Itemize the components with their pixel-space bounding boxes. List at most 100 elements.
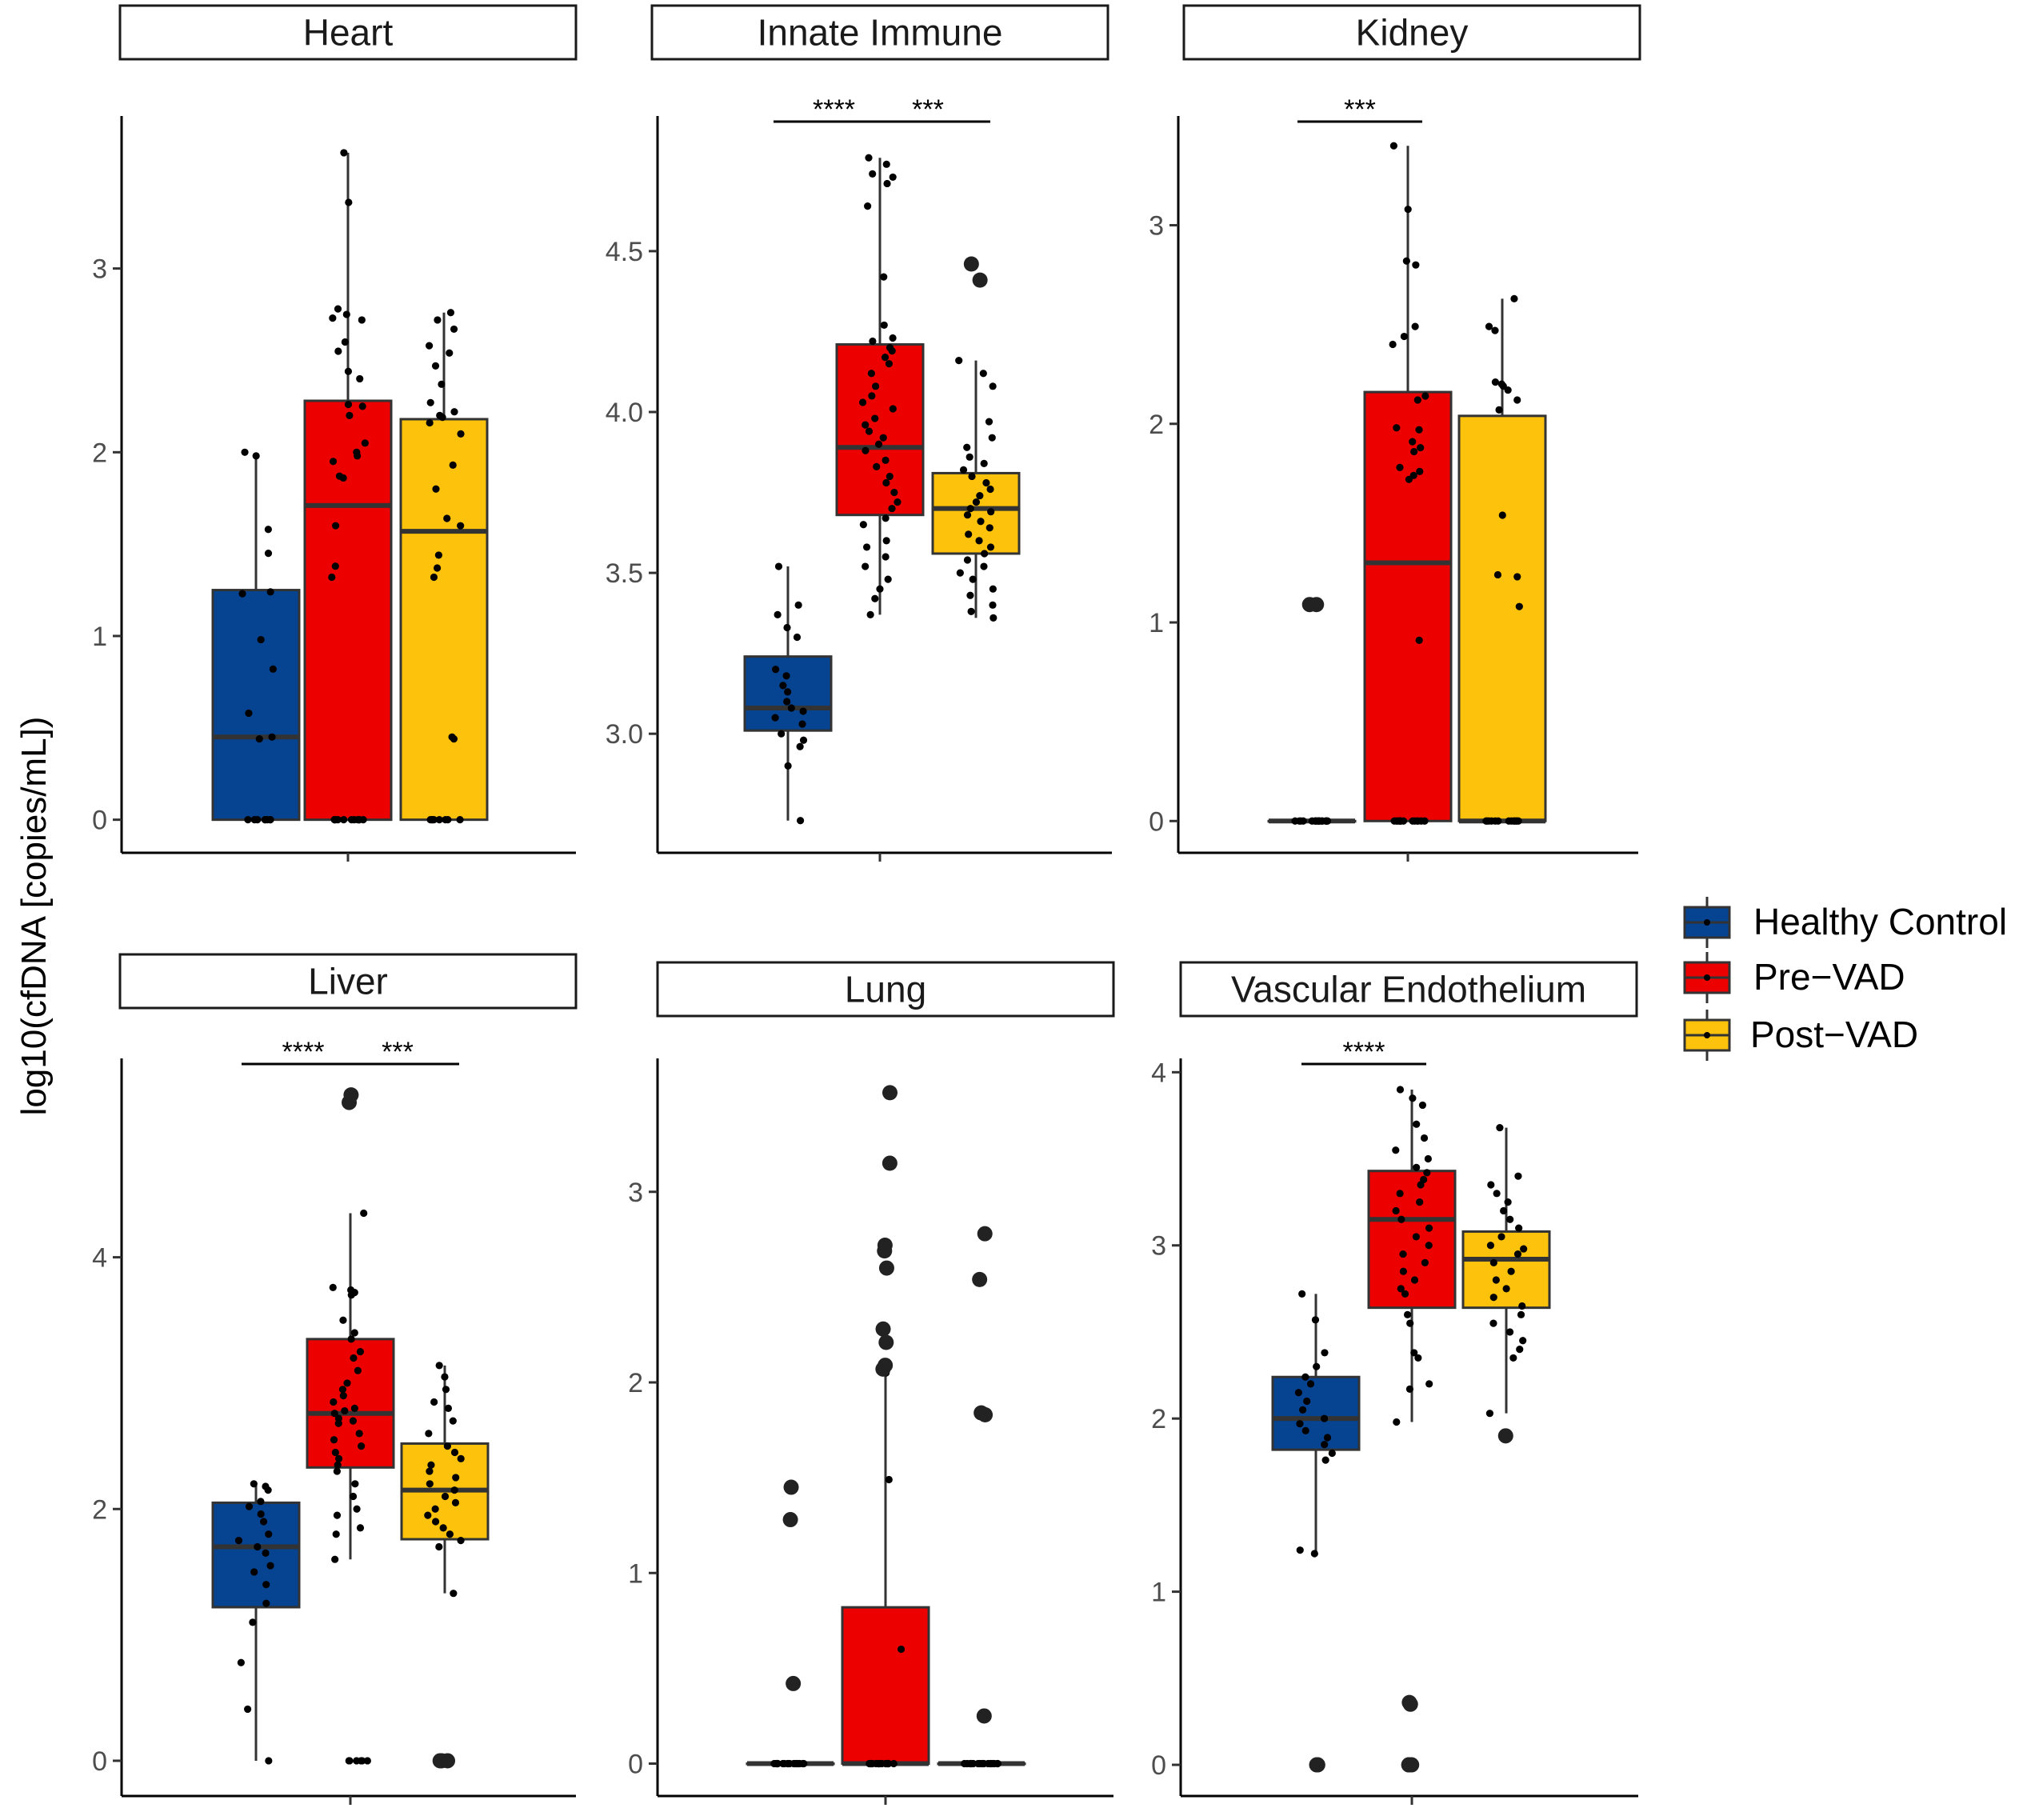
outlier-lung-pre-vad-8: [875, 1361, 891, 1377]
point-liver-pre-vad-1: [329, 1283, 337, 1291]
point-innate-immune-post-vad-19: [965, 530, 973, 538]
point-heart-pre-vad-4: [329, 314, 337, 322]
y-tick-label-vascular-endothelium-4: 4: [1151, 1058, 1166, 1088]
point-vascular-endothelium-post-vad-9: [1486, 1242, 1495, 1250]
point-innate-immune-pre-vad-28: [882, 478, 890, 487]
y-tick-label-kidney-3: 3: [1149, 211, 1164, 242]
point-heart-post-vad-11: [426, 418, 434, 427]
point-kidney-healthy-control-17: [1314, 817, 1323, 825]
point-heart-post-vad-3: [425, 342, 434, 350]
point-innate-immune-post-vad-29: [989, 601, 997, 609]
y-axis-label: log10(cfDNA [copies/mL]): [14, 717, 54, 1116]
point-vascular-endothelium-healthy-control-13: [1321, 1441, 1329, 1449]
point-liver-pre-vad-10: [354, 1366, 362, 1374]
point-vascular-endothelium-healthy-control-15: [1321, 1456, 1329, 1464]
point-kidney-pre-vad-4: [1411, 322, 1419, 330]
point-vascular-endothelium-post-vad-12: [1489, 1258, 1497, 1266]
point-heart-post-vad-12: [457, 430, 465, 438]
panel-title-box-liver: [118, 953, 578, 1010]
point-lung-healthy-control-16: [796, 1759, 804, 1768]
point-kidney-pre-vad-8: [1413, 396, 1421, 404]
point-liver-pre-vad-40: [357, 1757, 365, 1765]
panel-kidney: Kidney 0 1 2 3 ***: [1149, 4, 1641, 862]
point-innate-immune-pre-vad-41: [866, 610, 874, 618]
point-innate-immune-pre-vad-32: [882, 514, 890, 522]
point-vascular-endothelium-pre-vad-21: [1410, 1276, 1419, 1284]
point-lung-post-vad-13: [974, 1759, 982, 1768]
point-liver-pre-vad-28: [351, 1480, 359, 1488]
point-liver-healthy-control-0: [250, 1480, 258, 1488]
point-innate-immune-pre-vad-7: [880, 321, 888, 330]
point-liver-pre-vad-9: [350, 1354, 358, 1362]
point-vascular-endothelium-pre-vad-15: [1425, 1224, 1433, 1232]
point-vascular-endothelium-pre-vad-0: [1396, 1086, 1405, 1094]
box-vascular-endothelium-healthy-control: [1271, 1375, 1361, 1451]
point-liver-post-vad-22: [457, 1537, 465, 1545]
point-heart-healthy-control-4: [266, 588, 274, 596]
point-heart-healthy-control-16: [254, 816, 262, 824]
point-heart-post-vad-28: [435, 816, 443, 824]
point-innate-immune-post-vad-6: [966, 453, 974, 461]
point-innate-immune-pre-vad-18: [889, 405, 897, 413]
point-vascular-endothelium-pre-vad-6: [1424, 1154, 1432, 1163]
box-group-vascular-endothelium-pre-vad: [1367, 1086, 1457, 1773]
point-innate-immune-pre-vad-36: [882, 553, 890, 561]
point-innate-immune-post-vad-31: [990, 614, 998, 622]
box-group-vascular-endothelium-post-vad: [1461, 1123, 1551, 1444]
point-innate-immune-pre-vad-0: [865, 154, 873, 162]
point-kidney-post-vad-12: [1515, 602, 1523, 610]
point-innate-immune-pre-vad-1: [882, 160, 890, 168]
point-vascular-endothelium-post-vad-10: [1520, 1245, 1528, 1253]
point-lung-healthy-control-14: [773, 1759, 781, 1768]
point-innate-immune-pre-vad-30: [894, 498, 902, 506]
box-group-heart-healthy-control: [211, 448, 301, 824]
point-liver-healthy-control-8: [234, 1537, 243, 1545]
point-kidney-pre-vad-18: [1415, 636, 1423, 644]
point-heart-post-vad-21: [450, 735, 458, 743]
point-vascular-endothelium-pre-vad-28: [1425, 1380, 1433, 1388]
point-kidney-post-vad-24: [1494, 817, 1502, 825]
point-heart-post-vad-10: [438, 414, 446, 422]
point-heart-healthy-control-5: [238, 590, 246, 598]
point-innate-immune-healthy-control-6: [782, 672, 790, 680]
point-vascular-endothelium-pre-vad-10: [1417, 1181, 1425, 1189]
point-heart-healthy-control-2: [264, 526, 272, 534]
point-vascular-endothelium-pre-vad-27: [1414, 1354, 1422, 1362]
point-heart-post-vad-19: [430, 573, 438, 582]
legend-key-post-vad-dot: [1704, 1032, 1710, 1038]
point-vascular-endothelium-pre-vad-1: [1409, 1094, 1417, 1102]
point-heart-healthy-control-17: [266, 816, 274, 824]
point-vascular-endothelium-pre-vad-25: [1406, 1319, 1414, 1327]
point-innate-immune-post-vad-30: [967, 607, 975, 615]
point-vascular-endothelium-healthy-control-7: [1303, 1397, 1311, 1406]
point-innate-immune-pre-vad-12: [881, 354, 890, 362]
legend-item-post-vad: Post−VAD: [1683, 1010, 1918, 1061]
point-vascular-endothelium-post-vad-18: [1517, 1310, 1525, 1318]
point-innate-immune-healthy-control-10: [787, 704, 795, 712]
point-liver-healthy-control-4: [245, 1502, 254, 1510]
point-vascular-endothelium-post-vad-24: [1485, 1410, 1494, 1418]
panel-vascular-endothelium: Vascular Endothelium 0 1 2 3 4 ****: [1151, 961, 1638, 1805]
point-lung-post-vad-14: [967, 1759, 975, 1768]
y-tick-label-lung-0: 0: [628, 1749, 643, 1779]
point-heart-post-vad-16: [457, 522, 465, 530]
legend-label-post-vad: Post−VAD: [1750, 1014, 1918, 1055]
point-heart-post-vad-0: [446, 309, 455, 317]
point-heart-healthy-control-1: [252, 452, 260, 460]
point-innate-immune-post-vad-10: [982, 478, 990, 487]
point-vascular-endothelium-pre-vad-20: [1399, 1267, 1407, 1275]
point-heart-pre-vad-16: [329, 458, 338, 466]
outlier-lung-post-vad-4: [976, 1708, 992, 1724]
box-kidney-post-vad: [1457, 414, 1547, 822]
point-liver-healthy-control-6: [259, 1518, 268, 1526]
point-innate-immune-post-vad-25: [956, 569, 964, 577]
point-kidney-post-vad-8: [1495, 406, 1503, 414]
point-innate-immune-healthy-control-0: [774, 562, 783, 570]
point-vascular-endothelium-healthy-control-1: [1311, 1316, 1320, 1324]
point-innate-immune-post-vad-20: [975, 537, 983, 545]
box-group-heart-post-vad: [399, 309, 489, 824]
point-heart-pre-vad-1: [345, 198, 353, 206]
panel-title-innate-immune: Innate Immune: [758, 12, 1003, 54]
point-innate-immune-post-vad-26: [969, 575, 977, 583]
